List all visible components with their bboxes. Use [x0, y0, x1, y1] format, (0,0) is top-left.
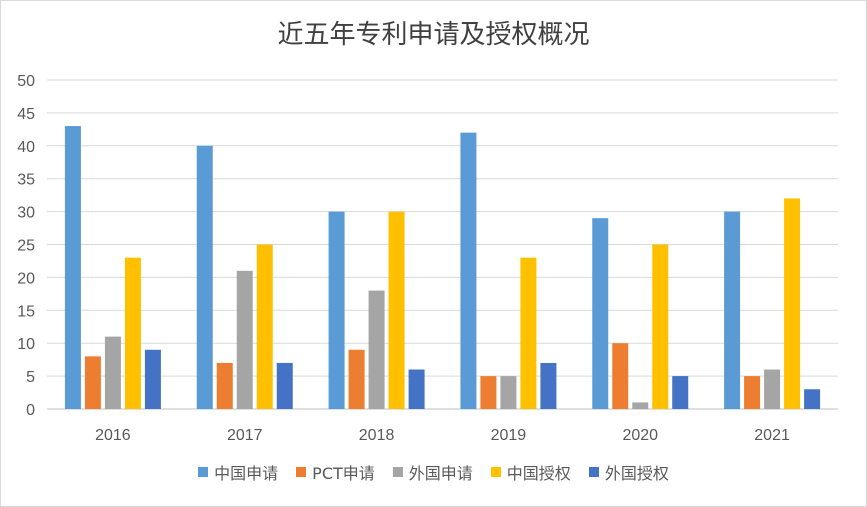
- legend-label: 中国授权: [506, 464, 571, 483]
- legend-label: 外国授权: [604, 464, 669, 483]
- legend-item: 外国申请: [392, 460, 473, 484]
- bar-2017-2: [236, 270, 253, 409]
- legend-swatch: [392, 467, 403, 477]
- bar-2021-3: [784, 198, 801, 409]
- bar-2018-4: [408, 369, 425, 409]
- y-tick-label: 45: [17, 106, 35, 123]
- x-tick-label: 2016: [95, 427, 131, 444]
- y-tick-label: 50: [17, 73, 35, 90]
- bar-2016-4: [144, 349, 161, 409]
- bar-2019-2: [500, 376, 517, 409]
- legend-label: 外国申请: [408, 464, 473, 483]
- legend-item: PCT申请: [296, 460, 375, 484]
- legend-swatch: [490, 467, 501, 477]
- bar-2017-4: [276, 362, 293, 409]
- bar-2017-1: [216, 362, 233, 409]
- legend-item: 中国授权: [490, 460, 571, 484]
- bar-2019-0: [460, 132, 477, 409]
- bar-2021-4: [804, 389, 821, 409]
- y-tick-label: 10: [17, 336, 35, 353]
- y-tick-label: 5: [26, 369, 35, 386]
- y-tick-label: 35: [17, 172, 35, 189]
- x-tick-label: 2017: [227, 427, 263, 444]
- bar-2017-0: [196, 145, 213, 410]
- bar-2018-2: [368, 290, 385, 409]
- bar-2021-2: [764, 369, 781, 409]
- bar-2019-4: [540, 362, 557, 409]
- chart-title: 近五年专利申请及授权概况: [277, 20, 590, 50]
- x-axis-ticks: 2016 2017 2018 2019 2020 2021: [95, 427, 790, 444]
- bar-2016-3: [124, 257, 141, 409]
- gridlines: [47, 79, 838, 410]
- y-tick-label: 15: [17, 303, 35, 320]
- legend-label: 中国申请: [214, 464, 279, 483]
- y-tick-label: 25: [17, 238, 35, 255]
- bar-2021-1: [744, 376, 761, 409]
- bar-2021-0: [724, 211, 741, 409]
- y-tick-label: 40: [17, 139, 35, 156]
- bar-2018-3: [388, 211, 405, 409]
- legend-swatch: [296, 467, 307, 477]
- bar-2020-4: [672, 376, 689, 409]
- bar-2018-0: [328, 211, 345, 409]
- legend-item: 中国申请: [198, 460, 278, 484]
- legend: 中国申请 PCT申请 外国申请 中国授权 外国授权: [0, 460, 867, 484]
- x-tick-label: 2018: [359, 427, 395, 444]
- bar-2017-3: [256, 244, 273, 409]
- bar-2018-1: [348, 349, 365, 409]
- legend-swatch: [588, 467, 599, 477]
- bar-2020-0: [592, 218, 609, 409]
- legend-swatch: [198, 467, 209, 477]
- bar-2019-3: [520, 257, 537, 409]
- x-tick-label: 2020: [622, 427, 658, 444]
- x-tick-label: 2019: [491, 427, 527, 444]
- y-tick-label: 0: [26, 402, 35, 419]
- bar-2020-3: [652, 244, 669, 409]
- y-tick-label: 20: [17, 270, 35, 287]
- bar-2016-1: [84, 356, 101, 409]
- legend-item: 外国授权: [588, 460, 669, 484]
- bars: [64, 126, 821, 410]
- y-axis-ticks: 0 5 10 15 20 25 30 35 40 45 50: [17, 73, 35, 419]
- bar-2020-1: [612, 343, 629, 409]
- bar-2020-2: [632, 402, 649, 409]
- legend-label: PCT申请: [312, 464, 375, 483]
- x-tick-label: 2021: [754, 427, 790, 444]
- bar-2016-0: [64, 126, 81, 409]
- bar-2016-2: [104, 336, 121, 409]
- y-tick-label: 30: [17, 205, 35, 222]
- bar-2019-1: [480, 376, 497, 409]
